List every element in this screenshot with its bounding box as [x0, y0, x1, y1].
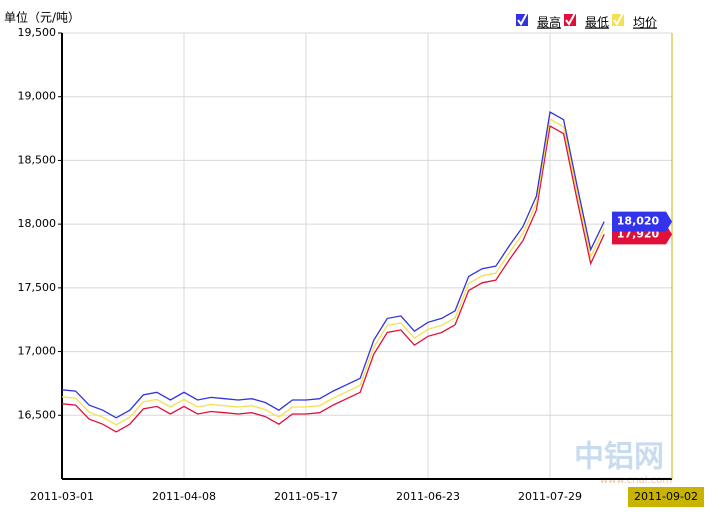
legend-item[interactable]: 最低 — [564, 12, 609, 30]
legend-item[interactable]: 均价 — [612, 12, 657, 30]
y-tick-label: 19,500 — [18, 26, 57, 39]
y-tick-label: 16,500 — [18, 408, 57, 421]
y-tick-label: 19,000 — [18, 90, 57, 103]
legend-label: 最高 — [537, 15, 561, 30]
x-tick-label: 2011-03-01 — [30, 490, 94, 503]
series-line — [61, 110, 605, 419]
legend-check — [613, 12, 624, 26]
legend-label: 均价 — [633, 16, 657, 30]
watermark-url: www.cnal.com — [600, 475, 672, 486]
legend-check — [517, 12, 528, 26]
legend-check — [565, 12, 576, 26]
x-label-box — [628, 487, 704, 507]
y-tick-label: 18,500 — [18, 153, 57, 166]
end-label: 18,020 — [617, 215, 660, 228]
legend-label: 最低 — [585, 16, 609, 30]
x-tick-label: 2011-04-08 — [152, 490, 216, 503]
y-tick-label: 17,000 — [18, 345, 57, 358]
x-tick-label: 2011-05-17 — [274, 490, 338, 503]
legend-item[interactable]: 最高 — [516, 12, 561, 30]
y-tick-label: 17,500 — [18, 281, 57, 294]
unit-label: 单位（元/吨） — [4, 10, 80, 25]
series-line — [61, 117, 605, 426]
x-tick-label: 2011-06-23 — [396, 490, 460, 503]
x-tick-label: 2011-09-02 — [634, 490, 698, 503]
x-tick-label: 2011-07-29 — [518, 490, 582, 503]
y-tick-label: 18,000 — [18, 217, 57, 230]
watermark-logo: 中铝网 — [574, 440, 664, 475]
end-label-box — [612, 211, 672, 232]
series-line — [61, 124, 605, 433]
